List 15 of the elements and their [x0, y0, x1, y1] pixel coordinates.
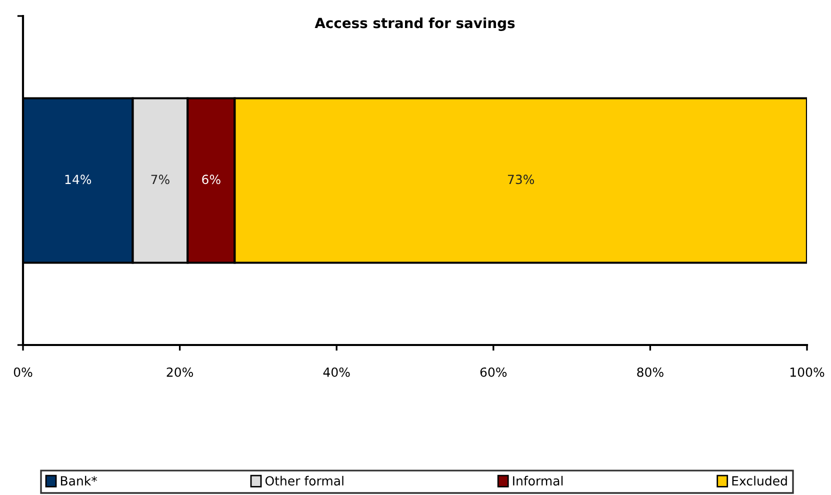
data-label: 7% [151, 174, 170, 184]
legend-label: Excluded [732, 476, 787, 486]
legend-label: Other formal [265, 476, 344, 486]
data-label: 6% [202, 174, 220, 184]
x-tick-label: 20% [166, 367, 193, 377]
data-label: 14% [65, 174, 92, 184]
x-tick-label: 60% [480, 367, 507, 377]
chart-title: Access strand for savings [314, 17, 515, 31]
x-tick-label: 0% [14, 367, 32, 377]
x-tick-label: 40% [323, 367, 350, 377]
x-tick-label: 80% [637, 367, 664, 377]
data-label: 73% [508, 174, 534, 184]
legend-label: Bank* [60, 476, 98, 486]
x-tick-label: 100% [790, 367, 824, 377]
legend-label: Informal [513, 476, 563, 486]
